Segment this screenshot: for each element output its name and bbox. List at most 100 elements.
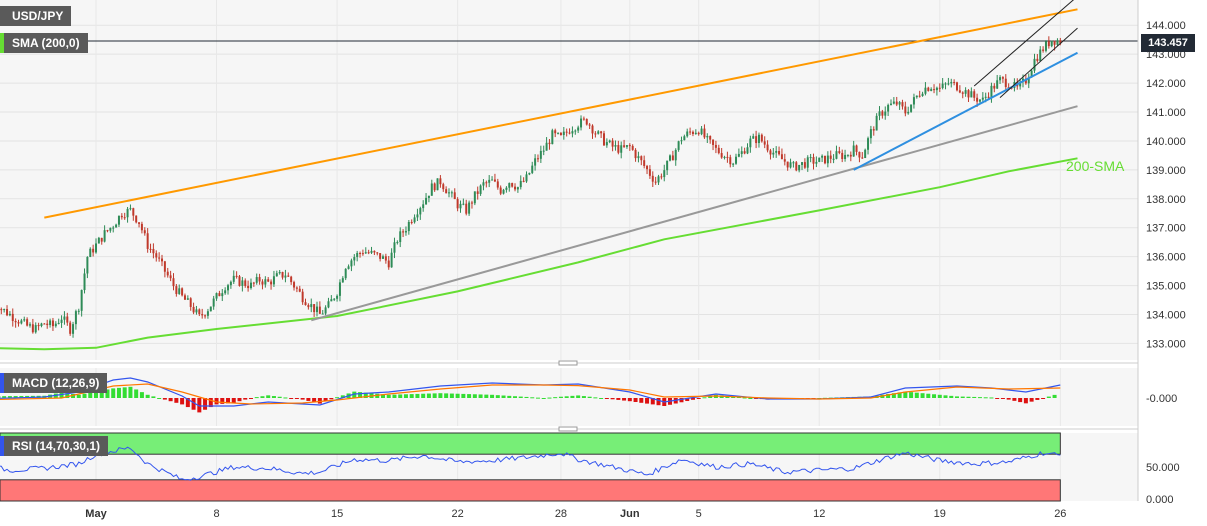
candle-up <box>356 252 359 258</box>
candle-up <box>117 215 120 225</box>
candle-up <box>970 91 973 98</box>
candle-up <box>806 157 809 168</box>
candle-up <box>757 134 760 144</box>
candle-up <box>80 290 83 311</box>
candle-down <box>838 151 841 153</box>
candle-up <box>255 277 258 283</box>
candle-up <box>344 268 347 279</box>
candle-down <box>660 176 663 178</box>
macd-histogram-bar <box>610 398 615 400</box>
macd-histogram-bar <box>886 394 891 398</box>
candle-down <box>218 293 221 297</box>
candle-up <box>1027 77 1030 84</box>
macd-histogram-bar <box>943 395 948 398</box>
candle-down <box>602 133 605 146</box>
candle-down <box>643 160 646 166</box>
candle-up <box>321 313 324 315</box>
rsi-overbought-band <box>0 432 1061 455</box>
candle-up <box>844 154 847 159</box>
candle-down <box>290 276 293 283</box>
candle-up <box>580 118 583 128</box>
price-tick-label: 139.000 <box>1146 165 1186 177</box>
candle-down <box>588 124 591 126</box>
macd-histogram-bar <box>203 398 208 410</box>
panel-dividers <box>0 0 1139 501</box>
candle-down <box>554 130 557 134</box>
macd-histogram-bar <box>690 398 695 400</box>
candle-down <box>763 141 766 145</box>
macd-histogram-bar <box>197 398 202 413</box>
candle-down <box>6 309 9 316</box>
candle-down <box>904 106 907 114</box>
macd-histogram-bar <box>180 398 185 405</box>
candle-up <box>981 97 984 100</box>
candle-down <box>987 96 990 98</box>
macd-histogram-bar <box>513 396 518 398</box>
candle-up <box>404 231 407 233</box>
candle-down <box>123 217 126 219</box>
candle-down <box>69 322 72 334</box>
candle-up <box>112 227 115 229</box>
macd-histogram-bar <box>679 398 684 403</box>
macd-histogram-bar <box>111 388 116 398</box>
candle-up <box>23 319 26 321</box>
candle-down <box>143 230 146 234</box>
macd-histogram-bar <box>524 396 529 398</box>
support-trendline-blue <box>853 51 1078 171</box>
candle-down <box>258 277 261 282</box>
candle-down <box>192 306 195 313</box>
sma-line-label: 200-SMA <box>1066 158 1125 174</box>
macd-histogram-bar <box>185 398 190 408</box>
time-tick-label: 5 <box>696 508 702 520</box>
candle-up <box>557 132 560 134</box>
panel-resize-handle <box>558 426 578 432</box>
candle-down <box>1047 41 1050 47</box>
macd-histogram-bar <box>208 398 213 408</box>
candle-up <box>752 136 755 139</box>
macd-histogram-bar <box>415 393 420 398</box>
macd-histogram-bar <box>438 393 443 398</box>
macd-histogram-bar <box>903 391 908 398</box>
candle-up <box>209 306 212 312</box>
candle-up <box>224 290 227 294</box>
candle-up <box>488 179 491 183</box>
candle-down <box>594 133 597 135</box>
macd-histogram-bar <box>145 394 150 398</box>
candle-down <box>760 134 763 142</box>
macd-histogram-bar <box>645 398 650 404</box>
candle-up <box>669 155 671 161</box>
candle-up <box>706 136 709 138</box>
candle-down <box>591 125 594 134</box>
candle-down <box>183 295 186 300</box>
candle-down <box>476 191 479 194</box>
channel-lower-line <box>999 27 1078 98</box>
macd-histogram-bar <box>932 394 937 398</box>
macd-zero-label: -0.000 <box>1146 393 1177 405</box>
candle-up <box>964 90 967 94</box>
price-panel-bg <box>0 0 1138 360</box>
macd-histogram-bar <box>363 392 368 398</box>
candle-up <box>826 155 829 164</box>
macd-histogram-bar <box>191 398 196 410</box>
candle-down <box>861 157 864 159</box>
candle-up <box>390 252 393 268</box>
candle-down <box>410 221 413 223</box>
candle-up <box>898 102 901 105</box>
candle-down <box>189 298 192 307</box>
candle-up <box>353 257 356 261</box>
rsi-oversold-band <box>0 479 1061 502</box>
macd-histogram-bar <box>472 394 477 398</box>
macd-histogram-bar <box>1035 398 1040 400</box>
macd-histogram-bar <box>243 398 248 400</box>
macd-histogram-bar <box>748 398 753 399</box>
candle-up <box>83 273 86 291</box>
macd-histogram-bar <box>564 396 569 398</box>
macd-histogram-bar <box>168 398 173 402</box>
candle-down <box>1001 77 1004 79</box>
macd-histogram-bar <box>1018 398 1023 403</box>
macd-histogram-bar <box>518 396 523 398</box>
candle-up <box>468 202 471 214</box>
candle-up <box>562 131 565 136</box>
macd-histogram-bar <box>151 396 156 398</box>
candle-down <box>46 323 49 326</box>
